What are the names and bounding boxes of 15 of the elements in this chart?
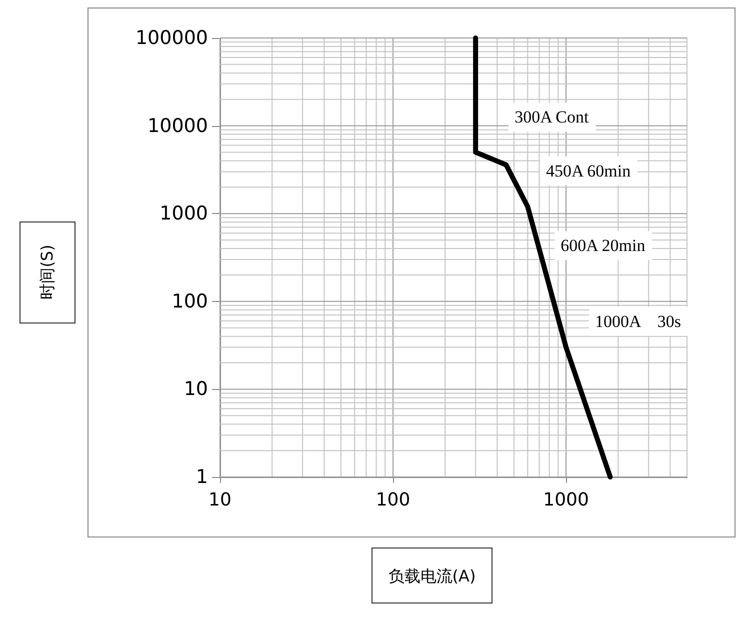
y-tick-label: 100 <box>172 290 208 312</box>
annotation: 1000A 30s <box>595 312 682 331</box>
annotation: 600A 20min <box>560 236 646 256</box>
y-tick-label: 100000 <box>135 27 208 49</box>
y-tick-label: 1 <box>196 466 208 488</box>
y-axis-title: 时间(S) <box>38 244 56 300</box>
x-tick-label: 100 <box>376 490 410 510</box>
x-axis-title: 负载电流(A) <box>388 566 476 586</box>
annotation: 300A Cont <box>514 108 590 127</box>
x-tick-label: 10 <box>208 490 232 510</box>
y-tick-label: 10000 <box>148 114 208 137</box>
y-tick-label: 1000 <box>160 202 208 225</box>
x-tick-label: 1000 <box>543 490 589 510</box>
annotation: 450A 60min <box>546 161 632 180</box>
y-tick-label: 10 <box>184 378 208 400</box>
